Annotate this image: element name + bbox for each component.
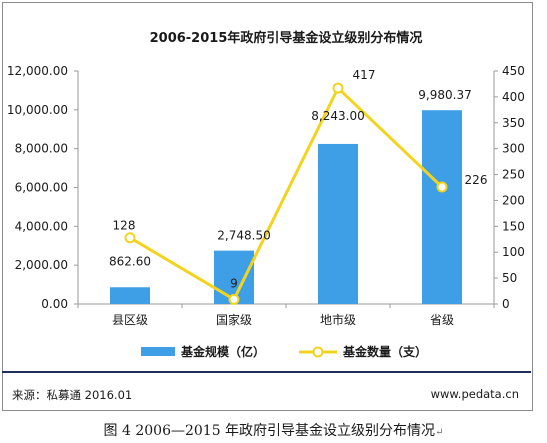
line-data-label: 417 — [353, 68, 376, 82]
bar — [422, 110, 462, 305]
bar-data-label: 9,980.37 — [418, 88, 471, 102]
legend-line-label: 基金数量（支） — [342, 344, 427, 359]
line-data-label: 128 — [113, 219, 136, 233]
source-note: 来源：私募通 2016.01 — [12, 388, 133, 402]
y-right-tick-label: 450 — [502, 64, 525, 78]
y-right-tick-label: 250 — [502, 168, 525, 182]
x-category-label: 县区级 — [112, 313, 148, 327]
series-line — [129, 85, 444, 302]
y-left-tick-label: 2,000.00 — [15, 258, 68, 272]
paragraph-mark: ↵ — [435, 427, 444, 438]
caption-text: 图 4 2006—2015 年政府引导基金设立级别分布情况 — [103, 423, 436, 439]
y-left-tick-label: 6,000.00 — [15, 181, 68, 195]
y-left-tick-label: 12,000.00 — [7, 64, 68, 78]
y-right-tick-label: 100 — [502, 245, 525, 259]
x-category-label: 地市级 — [320, 312, 356, 327]
y-left-tick-label: 4,000.00 — [15, 219, 68, 233]
y-right-tick-label: 300 — [502, 142, 525, 156]
y-right-tick-label: 0 — [502, 297, 510, 311]
line-data-label: 9 — [230, 276, 238, 290]
line-point — [332, 82, 344, 94]
y-right-tick-label: 50 — [502, 271, 517, 285]
website-url: www.pedata.cn — [430, 387, 519, 401]
legend-bar-label: 基金规模（亿） — [180, 344, 265, 359]
chart-title: 2006-2015年政府引导基金设立级别分布情况 — [150, 30, 423, 46]
line-data-label: 226 — [465, 173, 488, 187]
line-point — [124, 232, 136, 244]
x-category-label: 国家级 — [216, 312, 252, 327]
y-right-tick-label: 400 — [502, 90, 525, 104]
x-category-label: 省级 — [430, 313, 454, 327]
y-right-tick-label: 150 — [502, 219, 525, 233]
legend-bar-swatch — [141, 347, 175, 356]
bar-data-label: 8,243.00 — [311, 109, 364, 123]
figure-caption: 图 4 2006—2015 年政府引导基金设立级别分布情况↵ — [0, 420, 547, 440]
chart-footer: 来源：私募通 2016.01 www.pedata.cn — [2, 371, 531, 409]
bar — [318, 143, 358, 304]
y-right-tick-label: 350 — [502, 116, 525, 130]
legend-line-marker — [312, 346, 324, 358]
y-right-tick-label: 200 — [502, 193, 525, 207]
bar-data-label: 2,748.50 — [217, 229, 270, 243]
y-left-tick-label: 10,000.00 — [7, 103, 68, 117]
y-left-tick-label: 8,000.00 — [15, 142, 68, 156]
line-point — [436, 181, 448, 193]
y-left-tick-label: 0.00 — [41, 297, 68, 311]
bar-data-label: 862.60 — [109, 254, 151, 268]
bar — [110, 287, 150, 304]
line-point — [228, 293, 240, 305]
